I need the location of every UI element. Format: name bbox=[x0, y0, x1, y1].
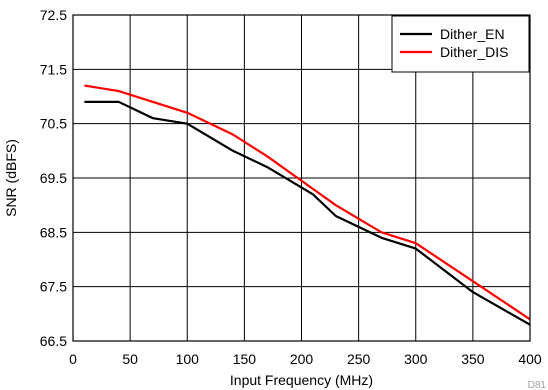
figure-code-label: D81 bbox=[528, 380, 547, 390]
x-tick-label: 400 bbox=[518, 351, 542, 367]
y-tick-label: 66.5 bbox=[40, 333, 67, 349]
plot-series bbox=[84, 84, 531, 326]
x-tick-label: 350 bbox=[461, 351, 485, 367]
series-line-dither-dis bbox=[84, 84, 531, 321]
x-axis-tick-labels: 0 50 100 150 200 250 300 350 400 bbox=[69, 351, 542, 367]
x-tick-label: 0 bbox=[69, 351, 77, 367]
legend-label: Dither_EN bbox=[440, 26, 505, 42]
x-axis-label: Input Frequency (MHz) bbox=[230, 372, 373, 388]
y-tick-label: 69.5 bbox=[40, 170, 67, 186]
x-tick-label: 100 bbox=[176, 351, 200, 367]
plot-frame bbox=[72, 14, 531, 342]
y-tick-label: 71.5 bbox=[40, 61, 67, 77]
y-axis-tick-labels: 66.5 67.5 68.5 69.5 70.5 71.5 72.5 bbox=[40, 7, 67, 349]
y-axis-label: SNR (dBFS) bbox=[3, 139, 19, 217]
legend-box bbox=[391, 15, 530, 73]
y-tick-label: 67.5 bbox=[40, 279, 67, 295]
y-tick-label: 68.5 bbox=[40, 224, 67, 240]
x-tick-label: 200 bbox=[290, 351, 314, 367]
legend: Dither_EN Dither_DIS bbox=[391, 15, 530, 73]
y-tick-label: 72.5 bbox=[40, 7, 67, 23]
legend-label: Dither_DIS bbox=[440, 44, 508, 60]
y-tick-label: 70.5 bbox=[40, 116, 67, 132]
series-line-dither-en bbox=[84, 100, 531, 326]
x-tick-label: 150 bbox=[233, 351, 257, 367]
x-tick-label: 300 bbox=[404, 351, 428, 367]
x-tick-label: 250 bbox=[347, 351, 371, 367]
x-tick-label: 50 bbox=[122, 351, 138, 367]
